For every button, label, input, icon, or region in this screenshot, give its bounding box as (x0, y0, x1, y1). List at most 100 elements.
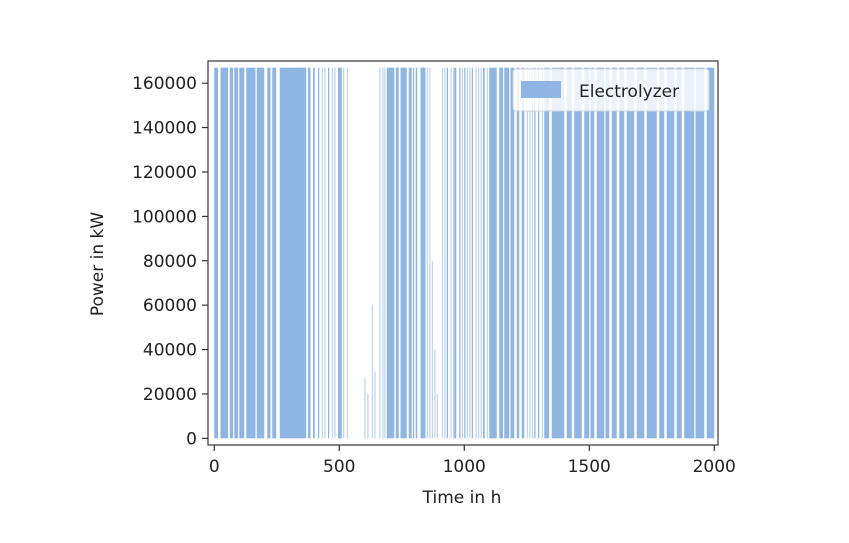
y-tick-label: 20000 (143, 385, 197, 405)
bar-block-17 (400, 67, 407, 439)
bar-block-46 (626, 67, 635, 439)
bar-20 (441, 67, 444, 439)
legend-label: Electrolyzer (579, 82, 679, 102)
bar-block-29 (499, 67, 503, 439)
bar-block-41 (590, 67, 595, 439)
y-tick-label: 40000 (143, 341, 197, 361)
bar-block-30 (504, 67, 510, 439)
bar-block-38 (566, 67, 572, 439)
y-tick-label: 140000 (132, 119, 197, 139)
bar-12 (379, 67, 381, 439)
bar-block-10 (308, 67, 311, 439)
bar-block-23 (454, 67, 457, 439)
bar-block-21 (420, 67, 426, 439)
bar-block-0 (214, 67, 218, 439)
bar-block-32 (516, 67, 520, 439)
bar-2 (321, 67, 324, 439)
bar-block-54 (706, 67, 715, 439)
x-axis-label: Time in h (422, 488, 502, 508)
y-tick-label: 160000 (132, 74, 197, 94)
bar-block-16 (395, 67, 399, 439)
bar-block-2 (229, 67, 233, 439)
bar-block-28 (489, 67, 497, 439)
y-axis-label: Power in kW (88, 212, 108, 317)
bar-block-36 (544, 67, 550, 439)
bar-27 (475, 67, 477, 439)
bar-23 (453, 67, 455, 439)
bar-11 (374, 371, 376, 439)
bar-block-25 (464, 67, 466, 439)
bar-33 (531, 67, 534, 439)
bar-block-51 (676, 67, 682, 439)
x-tick-label: 0 (209, 457, 220, 477)
bar-block-31 (510, 67, 515, 439)
bar-block-27 (483, 67, 485, 439)
bar-16 (429, 67, 431, 439)
y-tick-label: 100000 (132, 207, 197, 227)
x-tick-label: 1500 (568, 457, 611, 477)
bar-block-7 (267, 67, 271, 439)
bar-block-43 (605, 67, 610, 439)
bar-5 (334, 67, 336, 439)
bar-block-48 (646, 67, 657, 439)
bar-7 (346, 67, 349, 439)
bar-32 (529, 67, 531, 439)
bar-block-3 (234, 67, 238, 439)
bar-block-11 (313, 67, 315, 439)
bar-30 (486, 67, 489, 439)
bar-block-18 (408, 67, 412, 439)
bar-block-12 (318, 67, 320, 439)
y-tick-label: 60000 (143, 296, 197, 316)
bar-block-50 (666, 67, 675, 439)
bar-block-52 (684, 67, 695, 439)
y-tick-label: 120000 (132, 163, 197, 183)
bar-28 (478, 67, 480, 439)
bar-block-4 (239, 67, 245, 439)
bar-34 (541, 67, 544, 439)
bar-22 (450, 67, 452, 439)
bar-block-26 (471, 67, 473, 439)
bar-block-37 (551, 67, 565, 439)
bar-0 (286, 67, 289, 439)
axes-box (207, 60, 719, 446)
bar-29 (480, 67, 482, 439)
bar-13 (382, 67, 384, 439)
legend: Electrolyzer (512, 68, 710, 112)
bar-15 (426, 67, 429, 439)
y-axis-ticks: 0 20000 40000 60000 80000 100000 120000 140000 1… (132, 74, 208, 449)
bar-6 (343, 67, 345, 439)
bar-block-15 (386, 67, 395, 439)
bar-block-45 (619, 67, 625, 439)
bar-block-19 (413, 67, 415, 439)
plot-frame (207, 60, 719, 446)
bar-block-33 (521, 67, 525, 439)
bar-1 (301, 67, 304, 439)
y-tick-label: 80000 (143, 252, 197, 272)
bar-9 (367, 393, 369, 439)
bar-block-42 (596, 67, 605, 439)
bar-block-6 (256, 67, 265, 439)
x-tick-label: 500 (323, 457, 355, 477)
bar-3 (324, 67, 326, 439)
bar-4 (331, 67, 334, 439)
x-tick-label: 1000 (443, 457, 486, 477)
bar-18 (434, 349, 436, 439)
bar-8 (364, 378, 366, 439)
bar-31 (526, 67, 529, 439)
bar-10 (371, 305, 374, 439)
bar-block-44 (611, 67, 617, 439)
bar-block-34 (534, 67, 536, 439)
bar-block-5 (246, 67, 256, 439)
x-axis-ticks: 0 500 1000 1500 2000 (209, 445, 736, 477)
bar-block-1 (220, 67, 228, 439)
bar-26 (469, 67, 471, 439)
bar-25 (466, 67, 469, 439)
legend-swatch (521, 81, 561, 98)
bar-block-39 (574, 67, 582, 439)
bar-block-53 (695, 67, 705, 439)
bar-block-14 (338, 67, 342, 439)
bar-21 (444, 67, 446, 439)
x-tick-label: 2000 (693, 457, 736, 477)
bar-17 (431, 260, 434, 439)
bar-block-49 (659, 67, 665, 439)
